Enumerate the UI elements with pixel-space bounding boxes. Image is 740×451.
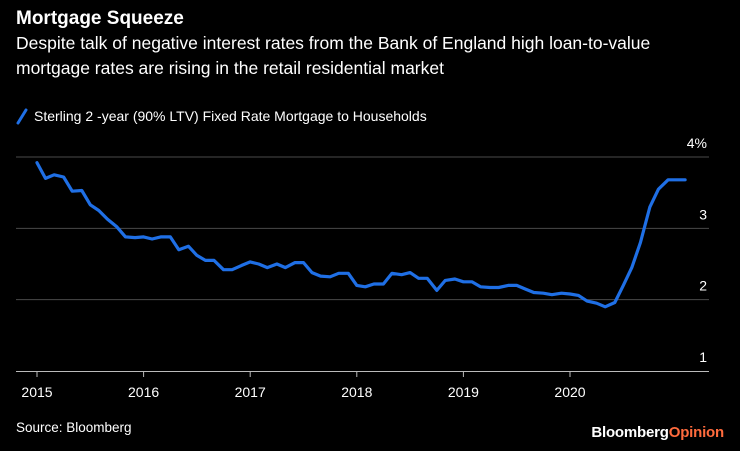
y-tick-label-2: 2 [699,278,707,294]
chart-subtitle: Despite talk of negative interest rates … [16,33,651,78]
series-line-0 [35,161,687,309]
x-tick-label-2019: 2019 [448,384,479,400]
x-tick-label-2015: 2015 [21,384,52,400]
x-tick-label-2017: 2017 [235,384,266,400]
y-tick-label-4: 4% [687,135,707,151]
y-tick-label-3: 3 [699,206,707,222]
x-tick-label-2018: 2018 [341,384,372,400]
y-tick-label-1: 1 [699,349,707,365]
source-note: Source: Bloomberg [16,420,132,435]
x-tick-label-2016: 2016 [128,384,159,400]
legend-swatch [16,108,28,125]
x-tick-label-2020: 2020 [554,384,585,400]
legend-label: Sterling 2 -year (90% LTV) Fixed Rate Mo… [34,108,427,124]
brand-logo: BloombergOpinion [591,424,724,441]
legend: Sterling 2 -year (90% LTV) Fixed Rate Mo… [16,106,427,126]
chart-title: Mortgage Squeeze [16,8,184,29]
